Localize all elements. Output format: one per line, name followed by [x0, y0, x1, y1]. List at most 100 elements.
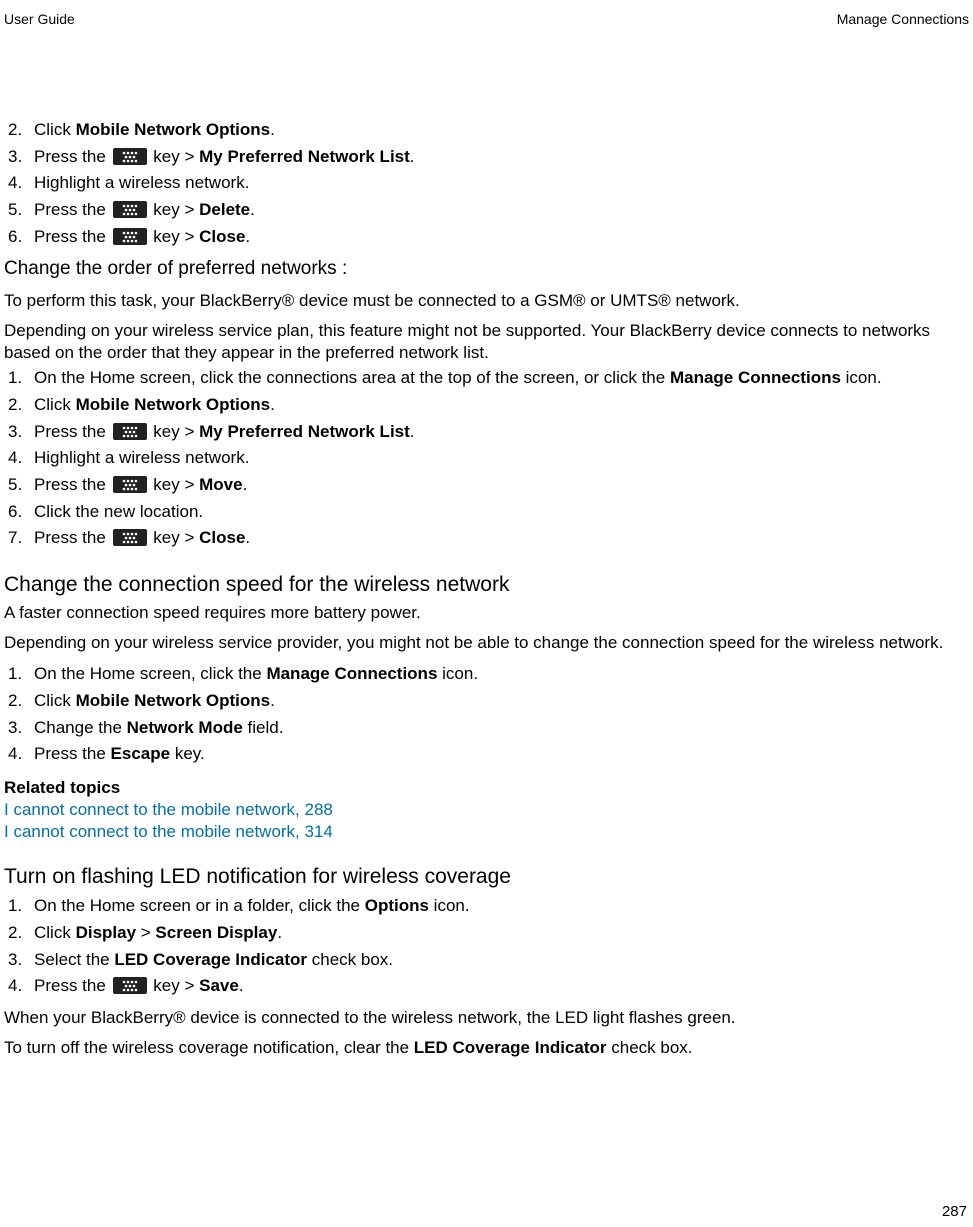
paragraph: To turn off the wireless coverage notifi…	[4, 1037, 969, 1059]
list-body: Click Mobile Network Options.	[34, 118, 969, 143]
bold-text: Move	[199, 475, 242, 494]
bold-text: Mobile Network Options	[76, 395, 271, 414]
list-item: 6.Press the key > Close.	[4, 225, 969, 250]
list-body: Press the key > My Preferred Network Lis…	[34, 420, 969, 445]
blackberry-key-icon	[113, 423, 147, 440]
list-number: 2.	[4, 689, 34, 714]
list-body: On the Home screen or in a folder, click…	[34, 894, 969, 919]
list-item: 2.Click Mobile Network Options.	[4, 118, 969, 143]
list-number: 2.	[4, 921, 34, 946]
list-number: 3.	[4, 716, 34, 741]
steps-list-3: 1.On the Home screen, click the Manage C…	[4, 662, 969, 767]
list-number: 4.	[4, 974, 34, 999]
bold-text: Manage Connections	[266, 664, 437, 683]
list-body: Press the key > Move.	[34, 473, 969, 498]
bold-text: Network Mode	[127, 718, 243, 737]
related-link[interactable]: I cannot connect to the mobile network, …	[4, 799, 969, 821]
bold-text: My Preferred Network List	[199, 422, 410, 441]
list-number: 6.	[4, 500, 34, 525]
bold-text: Display	[76, 923, 136, 942]
list-item: 5.Press the key > Move.	[4, 473, 969, 498]
list-body: Press the key > My Preferred Network Lis…	[34, 145, 969, 170]
list-number: 4.	[4, 446, 34, 471]
list-body: Press the key > Delete.	[34, 198, 969, 223]
list-item: 4.Press the Escape key.	[4, 742, 969, 767]
related-link[interactable]: I cannot connect to the mobile network, …	[4, 821, 969, 843]
list-number: 2.	[4, 118, 34, 143]
bold-text: Save	[199, 976, 239, 995]
bold-text: Manage Connections	[670, 368, 841, 387]
list-body: Click the new location.	[34, 500, 969, 525]
list-item: 4.Highlight a wireless network.	[4, 171, 969, 196]
blackberry-key-icon	[113, 201, 147, 218]
blackberry-key-icon	[113, 148, 147, 165]
blackberry-key-icon	[113, 529, 147, 546]
header-right: Manage Connections	[837, 10, 969, 28]
list-body: Select the LED Coverage Indicator check …	[34, 948, 969, 973]
list-item: 1.On the Home screen or in a folder, cli…	[4, 894, 969, 919]
list-body: Press the Escape key.	[34, 742, 969, 767]
steps-list-4: 1.On the Home screen or in a folder, cli…	[4, 894, 969, 999]
bold-text: Delete	[199, 200, 250, 219]
bold-text: Mobile Network Options	[76, 691, 271, 710]
list-number: 3.	[4, 420, 34, 445]
list-item: 3.Change the Network Mode field.	[4, 716, 969, 741]
list-body: On the Home screen, click the connection…	[34, 366, 969, 391]
bold-text: LED Coverage Indicator	[114, 950, 307, 969]
list-number: 6.	[4, 225, 34, 250]
bold-text: Options	[365, 896, 429, 915]
list-item: 4.Highlight a wireless network.	[4, 446, 969, 471]
list-number: 7.	[4, 526, 34, 551]
list-body: On the Home screen, click the Manage Con…	[34, 662, 969, 687]
list-item: 6.Click the new location.	[4, 500, 969, 525]
bold-text: Escape	[111, 744, 171, 763]
text: check box.	[607, 1038, 693, 1057]
list-number: 1.	[4, 894, 34, 919]
paragraph: When your BlackBerry® device is connecte…	[4, 1007, 969, 1029]
list-item: 2.Click Mobile Network Options.	[4, 393, 969, 418]
page-number: 287	[942, 1202, 967, 1222]
list-number: 3.	[4, 948, 34, 973]
list-number: 4.	[4, 742, 34, 767]
list-number: 2.	[4, 393, 34, 418]
list-number: 1.	[4, 366, 34, 391]
list-body: Press the key > Save.	[34, 974, 969, 999]
blackberry-key-icon	[113, 977, 147, 994]
header-left: User Guide	[4, 10, 75, 28]
blackberry-key-icon	[113, 476, 147, 493]
paragraph: A faster connection speed requires more …	[4, 602, 969, 624]
list-body: Click Mobile Network Options.	[34, 393, 969, 418]
bold-text: LED Coverage Indicator	[414, 1038, 607, 1057]
text: To turn off the wireless coverage notifi…	[4, 1038, 414, 1057]
list-item: 4.Press the key > Save.	[4, 974, 969, 999]
paragraph: Depending on your wireless service provi…	[4, 632, 969, 654]
bold-text: Mobile Network Options	[76, 120, 271, 139]
bold-text: Close	[199, 528, 245, 547]
heading-led: Turn on flashing LED notification for wi…	[4, 863, 969, 890]
list-number: 5.	[4, 473, 34, 498]
list-item: 1.On the Home screen, click the Manage C…	[4, 662, 969, 687]
list-number: 1.	[4, 662, 34, 687]
paragraph: Depending on your wireless service plan,…	[4, 320, 969, 364]
list-number: 5.	[4, 198, 34, 223]
list-item: 1.On the Home screen, click the connecti…	[4, 366, 969, 391]
bold-text: Close	[199, 227, 245, 246]
list-item: 3.Press the key > My Preferred Network L…	[4, 145, 969, 170]
related-links: I cannot connect to the mobile network, …	[4, 799, 969, 843]
steps-list-2: 1.On the Home screen, click the connecti…	[4, 366, 969, 550]
list-body: Press the key > Close.	[34, 526, 969, 551]
heading-change-order: Change the order of preferred networks :	[4, 257, 969, 282]
bold-text: My Preferred Network List	[199, 147, 410, 166]
list-body: Click Display > Screen Display.	[34, 921, 969, 946]
list-item: 5.Press the key > Delete.	[4, 198, 969, 223]
list-item: 7.Press the key > Close.	[4, 526, 969, 551]
list-item: 2.Click Display > Screen Display.	[4, 921, 969, 946]
list-body: Change the Network Mode field.	[34, 716, 969, 741]
heading-connection-speed: Change the connection speed for the wire…	[4, 571, 969, 598]
list-body: Press the key > Close.	[34, 225, 969, 250]
bold-text: Screen Display	[155, 923, 277, 942]
steps-list-1: 2.Click Mobile Network Options.3.Press t…	[4, 118, 969, 249]
related-topics-heading: Related topics	[4, 777, 969, 799]
list-body: Highlight a wireless network.	[34, 171, 969, 196]
list-item: 3.Select the LED Coverage Indicator chec…	[4, 948, 969, 973]
